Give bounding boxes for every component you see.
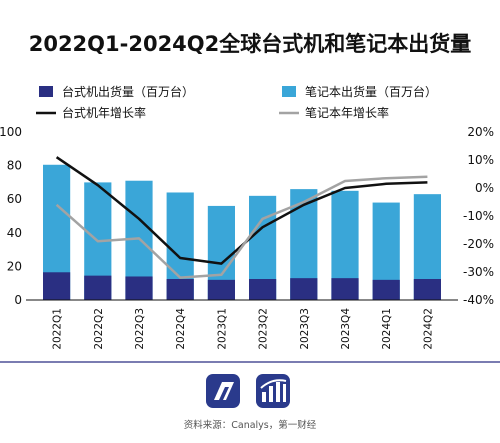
- bar-desktop-2023Q3: [290, 278, 318, 300]
- bar-desktop-2022Q2: [84, 275, 112, 300]
- legend-label-laptop-growth: 笔记本年增长率: [305, 105, 389, 120]
- chart-title: 2022Q1-2024Q2全球台式机和笔记本出货量: [29, 32, 472, 56]
- source-note: 资料来源：Canalys，第一财经: [184, 419, 317, 431]
- y-right-tick-label: 0%: [475, 181, 494, 195]
- x-tick-label: 2022Q2: [93, 308, 105, 350]
- x-tick-label: 2024Q2: [422, 308, 434, 350]
- y-left-tick-label: 20: [7, 259, 22, 273]
- plot-area: 0 20 40 60 80 100 -40% -30% -20% -10% 0% 10% 20% 2022…: [0, 125, 494, 350]
- bar-desktop-2022Q4: [166, 279, 194, 300]
- logo-right-icon: [256, 374, 290, 408]
- x-tick-label: 2023Q4: [340, 308, 352, 350]
- bar-desktop-2023Q4: [331, 278, 359, 300]
- bar-desktop-2024Q1: [372, 279, 400, 300]
- legend: 台式机出货量（百万台） 笔记本出货量（百万台） 台式机年增长率 笔记本年增长率: [36, 84, 437, 120]
- y-left-tick-label: 60: [7, 192, 22, 206]
- bar-desktop-2022Q1: [43, 272, 71, 300]
- x-tick-label: 2023Q1: [216, 308, 228, 350]
- x-tick-label: 2022Q4: [175, 308, 187, 350]
- bar-desktop-2023Q2: [249, 279, 277, 300]
- legend-swatch-desktop-shipments: [39, 86, 53, 97]
- y-left-tick-label: 40: [7, 226, 22, 240]
- logo-left-icon: [206, 374, 240, 408]
- x-tick-label: 2022Q3: [134, 308, 146, 350]
- x-tick-label: 2022Q1: [52, 308, 64, 350]
- legend-label-laptop-shipments: 笔记本出货量（百万台）: [305, 84, 437, 99]
- y-right-tick-label: 20%: [467, 125, 494, 139]
- x-tick-label: 2023Q3: [299, 308, 311, 350]
- line-laptop-growth: [55, 175, 428, 279]
- y-right-tick-label: -10%: [463, 209, 494, 223]
- y-right-tick-label: 10%: [467, 153, 494, 167]
- bar-desktop-2023Q1: [207, 279, 235, 300]
- x-tick-label: 2024Q1: [381, 308, 393, 350]
- y-right-tick-label: -20%: [463, 237, 494, 251]
- y-left-tick-label: 80: [7, 159, 22, 173]
- legend-label-desktop-shipments: 台式机出货量（百万台）: [62, 84, 194, 99]
- bar-desktop-2022Q3: [125, 276, 153, 300]
- x-tick-label: 2023Q2: [258, 308, 270, 350]
- y-right-tick-label: -30%: [463, 265, 494, 279]
- legend-swatch-laptop-shipments: [282, 86, 296, 97]
- y-right-tick-label: -40%: [463, 293, 494, 307]
- bar-desktop-2024Q2: [413, 279, 441, 300]
- legend-label-desktop-growth: 台式机年增长率: [62, 105, 146, 120]
- y-left-tick-label: 100: [0, 125, 22, 139]
- y-left-tick-label: 0: [14, 293, 22, 307]
